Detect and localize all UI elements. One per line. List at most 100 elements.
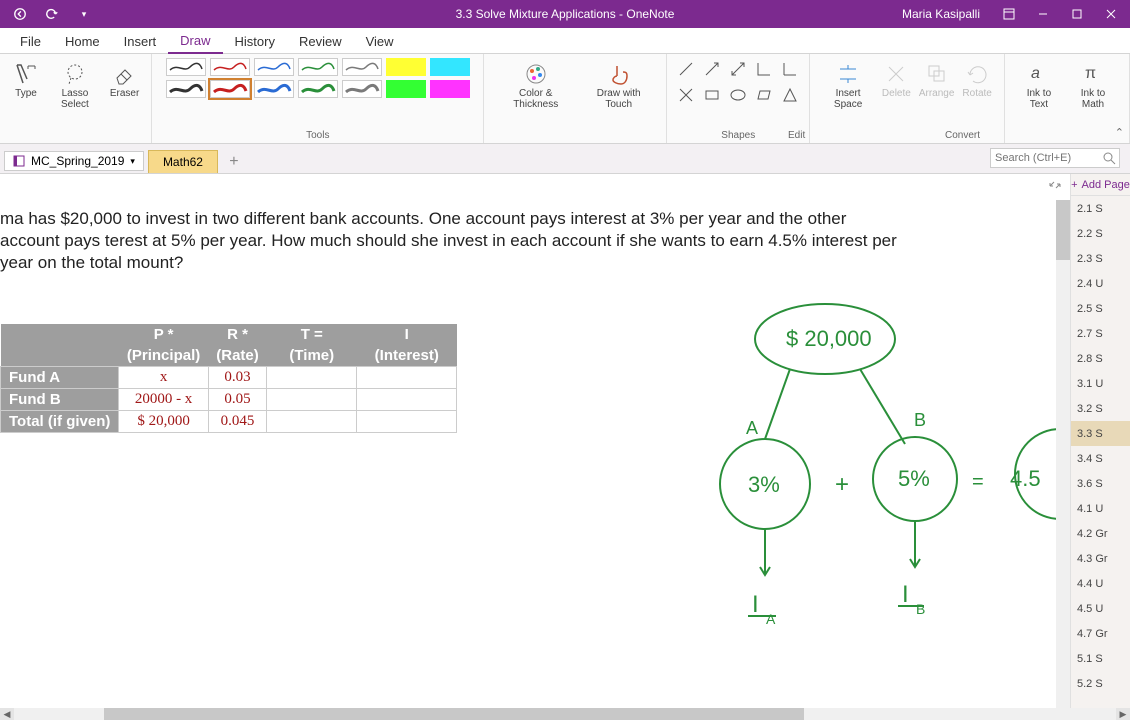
shape-triangle[interactable] [779,84,801,106]
pen-thick-0[interactable] [166,80,206,98]
pen-thin-1[interactable] [210,58,250,76]
ribbon-display-button[interactable] [994,0,1024,28]
pen-thick-4[interactable] [342,80,382,98]
page-item[interactable]: 2.1 S [1071,196,1130,221]
notebook-dropdown[interactable]: MC_Spring_2019 ▾ [4,151,144,171]
shape-axes[interactable] [779,58,801,80]
ink-diagram: $ 20,000 A B 3% 5% 4.5 + = I A I B [0,174,1060,694]
page-item[interactable]: 3.4 S [1071,446,1130,471]
page-item[interactable]: 2.4 U [1071,271,1130,296]
minimize-button[interactable] [1028,0,1058,28]
page-item[interactable]: 4.3 Gr [1071,546,1130,571]
page-item[interactable]: 5.2 S [1071,671,1130,696]
page-item[interactable]: 2.2 S [1071,221,1130,246]
page-item[interactable]: 3.3 S [1071,421,1130,446]
menu-home[interactable]: Home [53,30,112,53]
search-icon[interactable] [1102,151,1116,165]
page-item[interactable]: 2.3 S [1071,246,1130,271]
svg-text:5%: 5% [898,466,930,491]
draw-touch-button[interactable]: Draw with Touch [579,58,658,112]
svg-text:=: = [972,471,984,493]
rotate-button[interactable]: Rotate [958,58,995,101]
highlighter-b-0[interactable] [386,80,426,98]
page-item[interactable]: 4.2 Gr [1071,521,1130,546]
pen-thick-2[interactable] [254,80,294,98]
type-button[interactable]: Type [8,58,44,101]
back-button[interactable] [8,4,32,24]
scroll-left-button[interactable]: ◀ [0,708,14,720]
menu-draw[interactable]: Draw [168,29,222,54]
page-item[interactable]: 4.4 U [1071,571,1130,596]
pen-thin-0[interactable] [166,58,206,76]
ribbon: Type Lasso Select Eraser Tools Color & T… [0,54,1130,144]
menu-history[interactable]: History [223,30,287,53]
scroll-right-button[interactable]: ▶ [1116,708,1130,720]
menu-view[interactable]: View [354,30,406,53]
highlighter-1[interactable] [430,58,470,76]
menu-insert[interactable]: Insert [112,30,169,53]
shape-line[interactable] [675,58,697,80]
color-thickness-button[interactable]: Color & Thickness [492,58,579,112]
insert-space-button[interactable]: Insert Space [818,58,878,112]
add-page-button[interactable]: + Add Page [1071,174,1130,196]
page-item[interactable]: 5.1 S [1071,646,1130,671]
tools-group-label: Tools [306,130,329,141]
pen-thin-3[interactable] [298,58,338,76]
delete-button[interactable]: Delete [878,58,915,101]
arrange-button[interactable]: Arrange [915,58,959,101]
svg-text:B: B [914,410,926,430]
svg-text:I: I [752,591,759,618]
page-item[interactable]: 2.5 S [1071,296,1130,321]
menu-review[interactable]: Review [287,30,354,53]
pen-thick-3[interactable] [298,80,338,98]
ink-to-text-button[interactable]: a Ink to Text [1013,58,1065,112]
svg-text:$ 20,000: $ 20,000 [786,326,872,351]
shape-rect[interactable] [701,84,723,106]
page-item[interactable]: 4.5 U [1071,596,1130,621]
svg-text:A: A [766,611,776,627]
svg-text:a: a [1031,65,1040,82]
highlighter-0[interactable] [386,58,426,76]
shape-ellipse[interactable] [727,84,749,106]
add-section-button[interactable]: + [222,151,246,173]
page-item[interactable]: 4.7 Gr [1071,621,1130,646]
menu-file[interactable]: File [8,30,53,53]
qat-customize[interactable]: ▾ [72,4,96,24]
svg-text:B: B [916,601,925,617]
edit-group-label: Edit [788,130,805,141]
page-item[interactable]: 3.1 U [1071,371,1130,396]
svg-text:π: π [1085,65,1096,82]
maximize-button[interactable] [1062,0,1092,28]
page-item[interactable]: 4.1 U [1071,496,1130,521]
shape-arrow[interactable] [701,58,723,80]
search-input[interactable] [990,148,1120,168]
shape-double-arrow[interactable] [727,58,749,80]
user-name: Maria Kasipalli [902,7,980,21]
collapse-ribbon-icon[interactable]: ⌃ [1115,126,1124,139]
svg-text:+: + [835,471,849,498]
close-button[interactable] [1096,0,1126,28]
eraser-button[interactable]: Eraser [106,58,143,101]
pen-thin-4[interactable] [342,58,382,76]
lasso-button[interactable]: Lasso Select [44,58,106,112]
page-item[interactable]: 2.7 S [1071,321,1130,346]
page-item[interactable]: 2.8 S [1071,346,1130,371]
section-tab[interactable]: Math62 [148,150,218,173]
svg-text:4.5: 4.5 [1010,466,1041,491]
horizontal-scrollbar[interactable]: ◀ ▶ [0,708,1130,720]
page-item[interactable]: 3.2 S [1071,396,1130,421]
highlighter-b-1[interactable] [430,80,470,98]
svg-text:I: I [902,581,909,608]
undo-button[interactable] [40,4,64,24]
page-item[interactable]: 3.6 S [1071,471,1130,496]
shape-elbow[interactable] [753,58,775,80]
svg-text:3%: 3% [748,472,780,497]
pen-thick-1[interactable] [210,80,250,98]
ink-to-math-button[interactable]: π Ink to Math [1065,58,1121,112]
shapes-group-label: Shapes [721,130,755,141]
shape-x[interactable] [675,84,697,106]
vertical-scrollbar[interactable] [1056,200,1070,708]
window-title: 3.3 Solve Mixture Applications - OneNote [456,7,675,21]
shape-parallelogram[interactable] [753,84,775,106]
pen-thin-2[interactable] [254,58,294,76]
